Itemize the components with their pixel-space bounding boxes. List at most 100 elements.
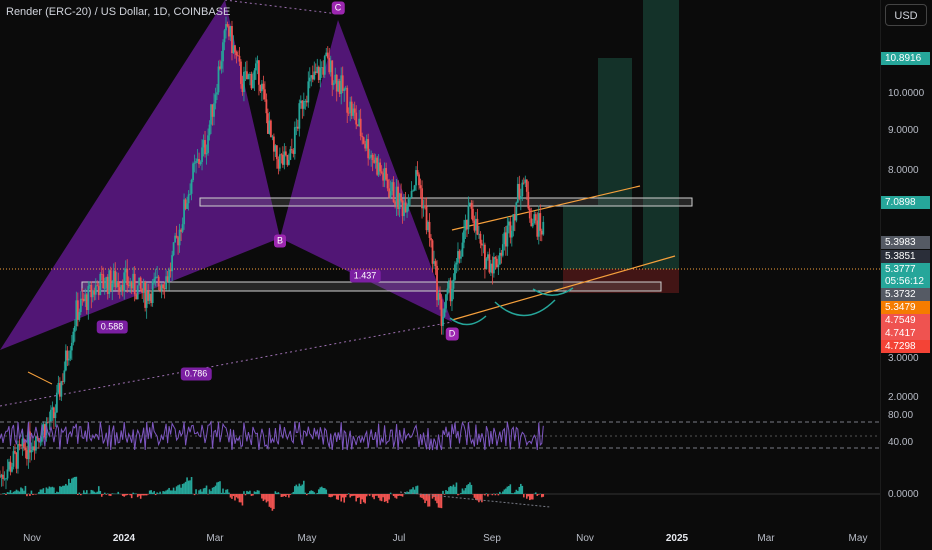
macd-bar <box>344 494 347 498</box>
candle-body <box>159 286 162 291</box>
macd-bar <box>512 493 515 494</box>
macd-bar <box>108 494 111 496</box>
candle-body <box>3 478 6 480</box>
macd-bar <box>193 494 196 496</box>
macd-bar <box>434 494 437 501</box>
macd-bar <box>124 494 127 496</box>
macd-bar <box>138 494 140 496</box>
macd-bar <box>521 485 524 494</box>
macd-bar <box>439 494 441 508</box>
candle-body <box>531 223 534 227</box>
candle-body <box>253 70 256 81</box>
macd-bar <box>364 494 366 504</box>
macd-bar <box>270 494 272 508</box>
macd-bar <box>47 488 49 494</box>
candle-body <box>265 99 268 114</box>
macd-bar <box>341 494 344 498</box>
macd-bar <box>9 490 12 494</box>
long-position-loss[interactable] <box>563 269 679 293</box>
candle-body <box>383 168 386 181</box>
price-tag: 10.8916 <box>881 52 930 65</box>
candle-body <box>284 151 287 155</box>
macd-bar <box>66 485 69 494</box>
macd-bar <box>358 494 360 498</box>
macd-bar <box>256 490 259 494</box>
candle-body <box>433 261 435 264</box>
price-chart[interactable] <box>0 0 880 550</box>
long-position-profit-2[interactable] <box>598 58 632 269</box>
candle-body <box>473 220 476 231</box>
macd-bar <box>365 494 368 497</box>
macd-bar <box>68 478 70 494</box>
macd-bar <box>340 494 343 502</box>
candle-body <box>88 285 91 287</box>
macd-bar <box>379 494 381 501</box>
macd-bar <box>231 494 233 499</box>
candle-body <box>421 188 423 209</box>
candle-body <box>32 446 34 451</box>
candle-body <box>455 262 458 265</box>
candle-body <box>446 288 449 295</box>
long-position-profit-1[interactable] <box>563 205 598 269</box>
macd-bar <box>476 494 479 501</box>
macd-bar <box>280 494 283 498</box>
candle-body <box>21 438 24 447</box>
macd-bar <box>311 490 314 494</box>
candle-body <box>416 170 419 175</box>
macd-bar <box>406 491 408 494</box>
macd-bar <box>240 494 242 503</box>
candle-body <box>204 140 206 155</box>
channel-lower-line[interactable] <box>451 255 676 321</box>
candle-body <box>334 74 337 83</box>
candle-body <box>51 407 54 410</box>
candle-body <box>355 112 358 125</box>
candle-body <box>289 149 292 160</box>
candle-body <box>430 237 432 241</box>
macd-bar <box>71 478 73 494</box>
macd-bar <box>261 494 263 499</box>
macd-bar <box>337 494 340 500</box>
macd-bar <box>237 494 239 499</box>
candle-body <box>256 60 259 64</box>
candle-body <box>528 208 531 219</box>
macd-bar <box>475 494 477 500</box>
candle-body <box>313 71 316 80</box>
candle-body <box>33 446 36 451</box>
macd-bar <box>38 491 40 494</box>
long-position-profit-3[interactable] <box>643 0 679 269</box>
currency-button[interactable]: USD <box>885 4 927 26</box>
candle-body <box>263 89 266 100</box>
macd-bar <box>518 486 521 494</box>
macd-bar <box>300 485 302 494</box>
candle-body <box>81 298 84 300</box>
candle-body <box>371 154 374 161</box>
macd-bar <box>383 494 386 502</box>
candle-body <box>132 273 135 289</box>
channel-upper-line[interactable] <box>451 185 641 231</box>
candle-body <box>492 257 495 274</box>
macd-bar <box>148 490 151 494</box>
macd-bar <box>214 485 217 494</box>
candle-body <box>337 80 340 92</box>
candle-body <box>388 188 391 198</box>
candle-body <box>325 52 328 57</box>
macd-bar <box>75 476 78 494</box>
candle-body <box>442 316 444 326</box>
candle-body <box>290 149 293 151</box>
macd-bar <box>394 494 396 498</box>
candle-body <box>344 87 347 89</box>
candle-body <box>154 276 157 279</box>
macd-bar <box>23 490 25 494</box>
candle-body <box>228 26 230 37</box>
candle-body <box>17 444 19 469</box>
macd-bar <box>78 492 81 494</box>
candle-body <box>540 230 543 235</box>
candle-body <box>259 84 262 92</box>
macd-bar <box>346 494 349 495</box>
candle-body <box>488 254 491 273</box>
macd-bar <box>225 489 227 494</box>
resistance-zone[interactable] <box>199 197 693 207</box>
candle-body <box>498 252 501 265</box>
macd-bar <box>308 491 311 494</box>
candle-body <box>216 92 218 95</box>
